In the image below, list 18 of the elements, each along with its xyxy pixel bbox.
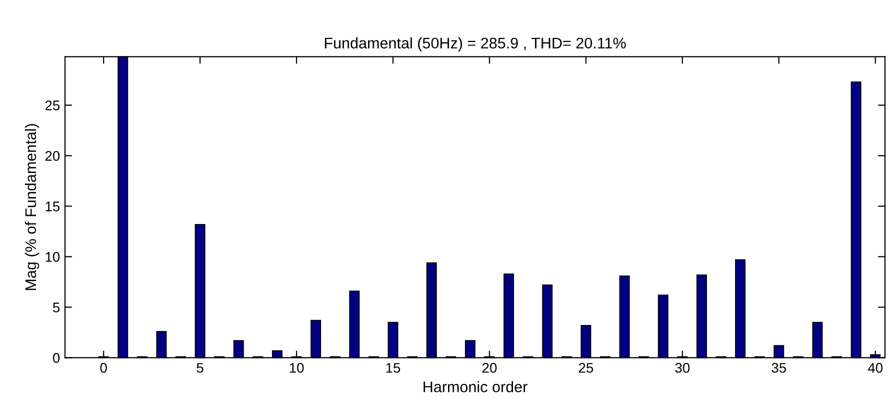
x-axis-title: Harmonic order (424, 381, 528, 392)
x-tick-label: 25 (578, 362, 594, 373)
x-tick-label: 30 (675, 362, 690, 373)
x-tick-label: 10 (290, 362, 304, 373)
x-tick-label: 5 (196, 363, 204, 373)
x-tick-label: 35 (772, 362, 786, 373)
chart-title: Fundamental (50Hz) = 285.9 , THD= 20.11% (324, 37, 626, 52)
x-tick-label: 40 (868, 362, 883, 373)
x-tick-label: 0 (100, 362, 107, 373)
y-tick-label: 15 (46, 202, 60, 212)
y-tick-label: 20 (45, 151, 60, 161)
x-tick-label: 15 (386, 363, 400, 373)
y-tick-label: 10 (46, 252, 60, 262)
y-tick-label: 25 (45, 100, 60, 110)
y-tick-label: 0 (52, 353, 60, 363)
y-axis-title: Mag (% of Fundamental) (24, 124, 40, 290)
y-tick-label: 5 (52, 302, 60, 312)
x-tick-label: 20 (482, 362, 497, 373)
